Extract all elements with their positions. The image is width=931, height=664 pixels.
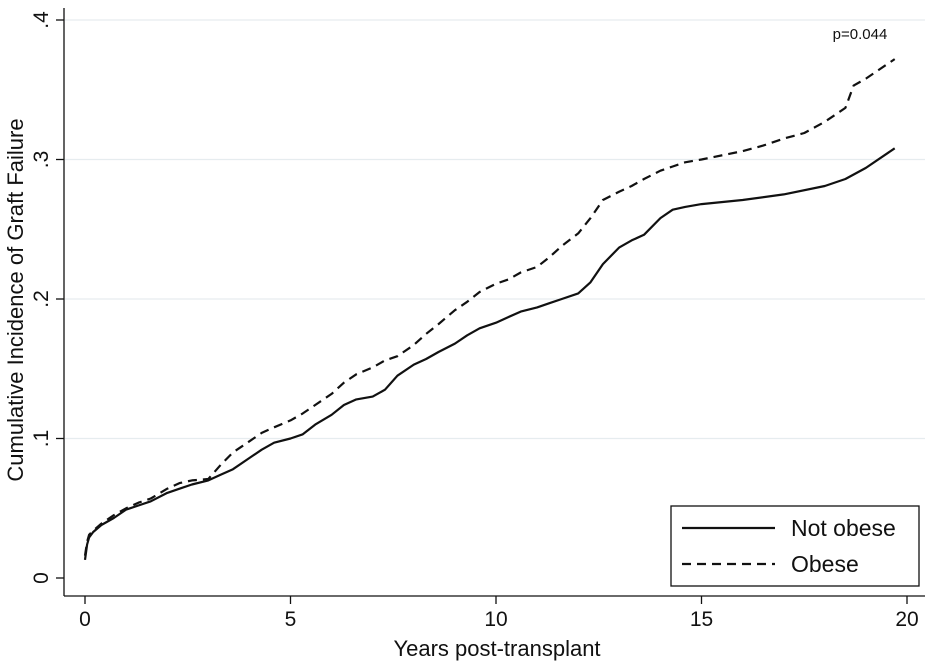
x-tick-label: 0 bbox=[79, 608, 91, 631]
y-tick-label: .2 bbox=[30, 290, 53, 308]
y-axis-title: Cumulative Incidence of Graft Failure bbox=[3, 118, 28, 481]
grid-lines bbox=[65, 19, 925, 440]
x-tick-label: 10 bbox=[484, 608, 507, 631]
y-tick-label: .4 bbox=[30, 11, 53, 29]
x-axis-title: Years post-transplant bbox=[393, 636, 600, 661]
legend-label-obese: Obese bbox=[791, 551, 859, 577]
y-tick-label: 0 bbox=[30, 572, 53, 584]
x-tick-label: 20 bbox=[895, 608, 918, 631]
axes bbox=[63, 8, 925, 597]
y-tick-label: .3 bbox=[30, 151, 53, 169]
legend-label-not-obese: Not obese bbox=[791, 515, 896, 541]
x-tick-label: 15 bbox=[690, 608, 713, 631]
series-line-not-obese bbox=[83, 147, 896, 561]
p-value-annotation: p=0.044 bbox=[833, 26, 888, 43]
x-tick-label: 5 bbox=[285, 608, 297, 631]
series-line-obese bbox=[83, 58, 896, 556]
ticks: 0 .1 .2 .3 .4 0 5 10 15 20 bbox=[30, 11, 919, 631]
y-tick-label: .1 bbox=[30, 430, 53, 448]
series bbox=[83, 58, 896, 561]
legend-box bbox=[670, 505, 920, 587]
legend: Not obese Obese bbox=[670, 505, 920, 587]
